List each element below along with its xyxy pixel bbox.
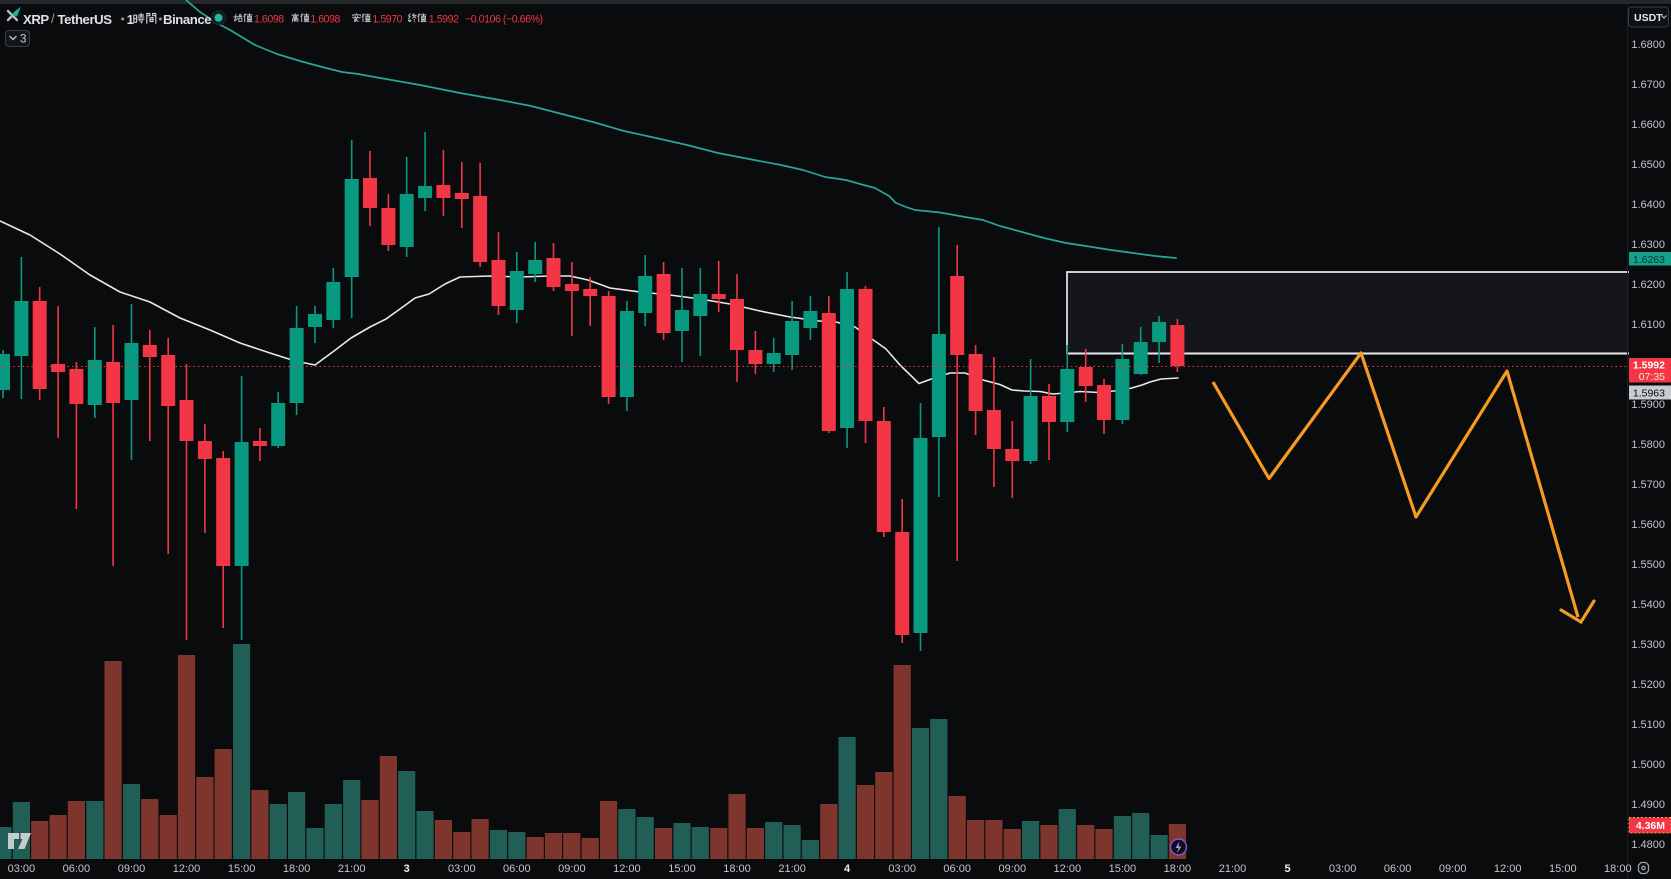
svg-text:1.5600: 1.5600 — [1631, 519, 1665, 531]
svg-text:1.5400: 1.5400 — [1631, 599, 1665, 611]
svg-text:1.5800: 1.5800 — [1631, 439, 1665, 451]
svg-text:XRP: XRP — [23, 12, 49, 27]
svg-text:1.6700: 1.6700 — [1631, 79, 1665, 91]
svg-text:1.6600: 1.6600 — [1631, 119, 1665, 131]
svg-text:3: 3 — [20, 34, 26, 46]
svg-text:3: 3 — [404, 863, 410, 875]
svg-text:09:00: 09:00 — [999, 863, 1027, 875]
svg-text:06:00: 06:00 — [63, 863, 91, 875]
svg-text:4.36M: 4.36M — [1636, 820, 1665, 832]
svg-text:USDT: USDT — [1634, 12, 1663, 24]
svg-text:1.6098: 1.6098 — [310, 13, 340, 25]
svg-text:1.6800: 1.6800 — [1631, 39, 1665, 51]
svg-text:1.6098: 1.6098 — [254, 13, 284, 25]
svg-text:03:00: 03:00 — [448, 863, 476, 875]
svg-text:1.5900: 1.5900 — [1631, 399, 1665, 411]
svg-text:1.4800: 1.4800 — [1631, 839, 1665, 851]
svg-text:09:00: 09:00 — [1439, 863, 1467, 875]
svg-text:12:00: 12:00 — [173, 863, 201, 875]
svg-text:21:00: 21:00 — [338, 863, 366, 875]
svg-text:06:00: 06:00 — [943, 863, 971, 875]
svg-text:18:00: 18:00 — [283, 863, 311, 875]
svg-text:07:35: 07:35 — [1639, 371, 1665, 383]
svg-text:15:00: 15:00 — [1549, 863, 1577, 875]
svg-text:1.5992: 1.5992 — [429, 13, 459, 25]
svg-text:06:00: 06:00 — [503, 863, 531, 875]
svg-text:21:00: 21:00 — [1219, 863, 1247, 875]
svg-text:1.6300: 1.6300 — [1631, 239, 1665, 251]
svg-text:1.6500: 1.6500 — [1631, 159, 1665, 171]
svg-text:1.5500: 1.5500 — [1631, 559, 1665, 571]
svg-text:1.5300: 1.5300 — [1631, 639, 1665, 651]
svg-text:18:00: 18:00 — [723, 863, 751, 875]
svg-text:15:00: 15:00 — [668, 863, 696, 875]
svg-text:5: 5 — [1284, 863, 1290, 875]
svg-text:1: 1 — [127, 12, 134, 27]
svg-text:1.5100: 1.5100 — [1631, 719, 1665, 731]
svg-text:03:00: 03:00 — [8, 863, 36, 875]
svg-text:1.5000: 1.5000 — [1631, 759, 1665, 771]
svg-text:1.5992: 1.5992 — [1633, 360, 1665, 372]
svg-text:Binance: Binance — [163, 12, 211, 27]
svg-text:1.4900: 1.4900 — [1631, 799, 1665, 811]
svg-text:15:00: 15:00 — [1109, 863, 1137, 875]
svg-text:12:00: 12:00 — [1054, 863, 1082, 875]
svg-text:21:00: 21:00 — [778, 863, 806, 875]
svg-text:12:00: 12:00 — [1494, 863, 1522, 875]
svg-text:03:00: 03:00 — [1329, 863, 1357, 875]
svg-text:1.5970: 1.5970 — [372, 13, 402, 25]
svg-text:1.5963: 1.5963 — [1633, 388, 1665, 400]
svg-text:4: 4 — [844, 863, 851, 875]
svg-text:09:00: 09:00 — [558, 863, 586, 875]
svg-text:1.6200: 1.6200 — [1631, 279, 1665, 291]
svg-text:1.5200: 1.5200 — [1631, 679, 1665, 691]
svg-text:−0.0106 (−0.66%): −0.0106 (−0.66%) — [465, 13, 543, 25]
svg-text:/: / — [51, 11, 55, 26]
svg-text:1.6100: 1.6100 — [1631, 319, 1665, 331]
svg-text:18:00: 18:00 — [1604, 863, 1632, 875]
svg-text:1.6263: 1.6263 — [1633, 254, 1665, 266]
svg-text:1.6400: 1.6400 — [1631, 199, 1665, 211]
svg-text:15:00: 15:00 — [228, 863, 256, 875]
svg-text:03:00: 03:00 — [888, 863, 916, 875]
svg-text:09:00: 09:00 — [118, 863, 146, 875]
svg-text:06:00: 06:00 — [1384, 863, 1412, 875]
svg-text:TetherUS: TetherUS — [58, 12, 113, 27]
svg-text:1.5700: 1.5700 — [1631, 479, 1665, 491]
svg-text:12:00: 12:00 — [613, 863, 641, 875]
svg-text:18:00: 18:00 — [1164, 863, 1192, 875]
